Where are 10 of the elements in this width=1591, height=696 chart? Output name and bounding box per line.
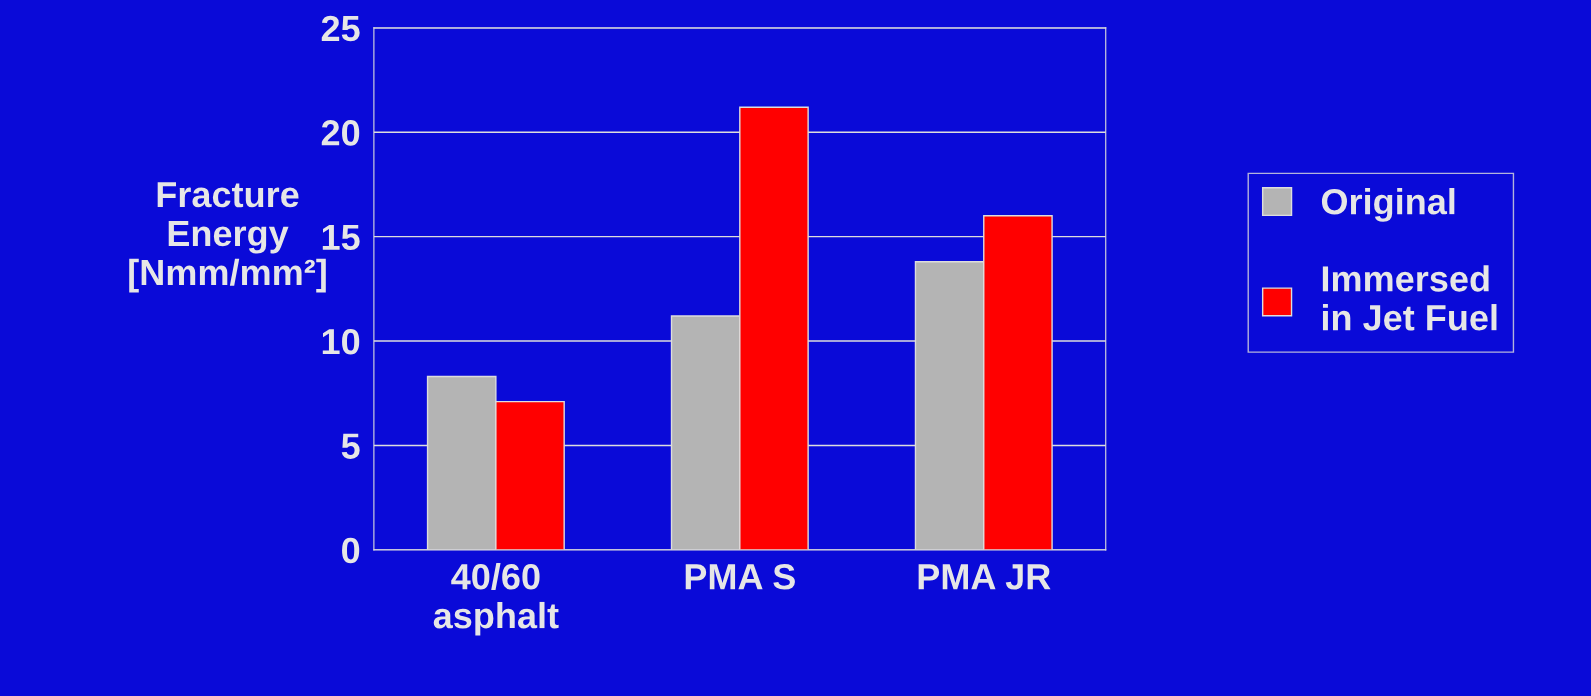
- y-tick-label: 0: [342, 537, 360, 564]
- y-tick-label: 20: [321, 120, 360, 146]
- y-tick-label: 5: [341, 433, 360, 459]
- x-tick-label: PMA JR: [918, 564, 1051, 590]
- legend-label: Original: [1321, 187, 1455, 222]
- y-tick-label: 25: [321, 15, 360, 42]
- y-tick-label: 10: [322, 328, 360, 355]
- x-tick-label: 40/60 asphalt: [433, 563, 559, 636]
- legend-label: Immersed in Jet Fuel: [1322, 265, 1497, 331]
- x-tick-label: PMA S: [685, 563, 795, 590]
